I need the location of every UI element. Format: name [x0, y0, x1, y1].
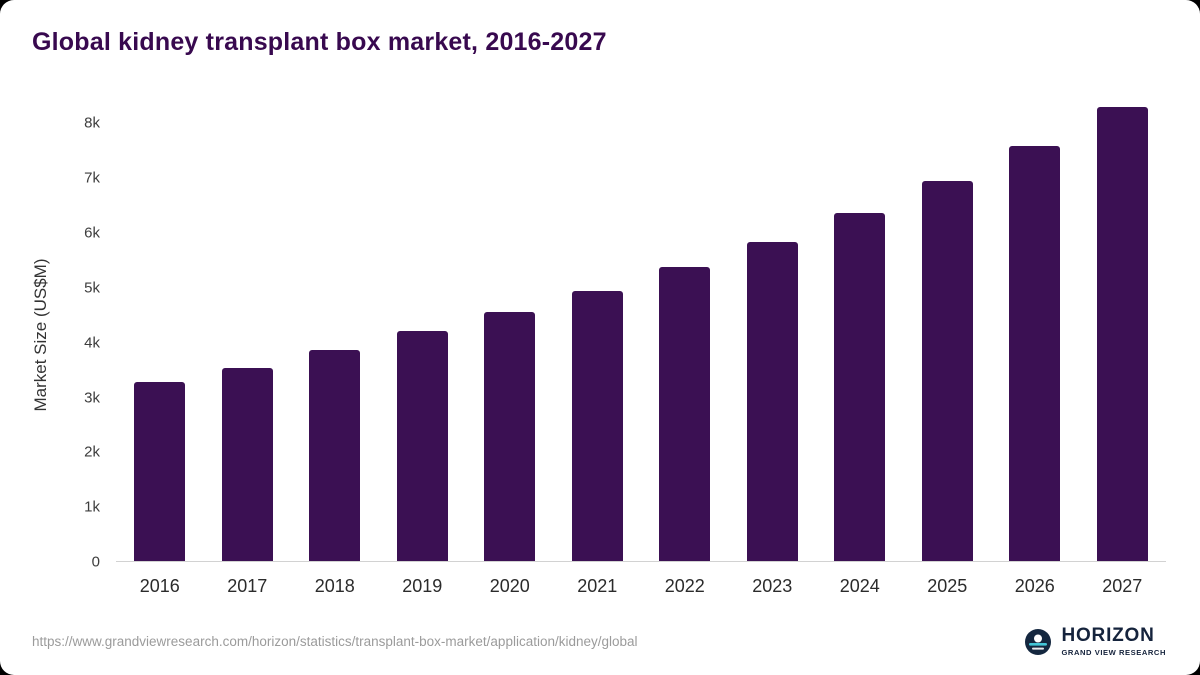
y-tick-2k: 2k: [84, 443, 100, 461]
brand-name: HORIZON: [1061, 625, 1155, 646]
bar-column-2027: [1079, 107, 1167, 561]
source-url: https://www.grandviewresearch.com/horizo…: [32, 634, 638, 649]
y-axis-ticks: 0 1k 2k 3k 4k 5k 6k 7k 8k: [58, 107, 116, 571]
y-tick-7k: 7k: [84, 169, 100, 187]
bar-2020: [484, 312, 536, 561]
bar-2026: [1009, 146, 1061, 561]
bar-column-2016: [116, 107, 204, 561]
bar-2019: [396, 331, 448, 561]
y-axis-label: Market Size (US$M): [31, 257, 50, 412]
plot-area: [116, 107, 1166, 562]
bar-2022: [659, 266, 711, 561]
x-axis-labels: 2016 2017 2018 2019 2020 2021 2022 2023 2024 2025…: [116, 562, 1166, 597]
bar-column-2026: [991, 107, 1079, 561]
x-tick-2021: 2021: [577, 576, 618, 596]
x-tick-2019: 2019: [402, 576, 443, 596]
x-tick-2023: 2023: [752, 576, 793, 596]
bar-2021: [571, 290, 623, 561]
brand-subtitle: GRAND VIEW RESEARCH: [1061, 648, 1166, 657]
bar-2024: [834, 213, 886, 561]
bar-2023: [746, 241, 798, 561]
bar-column-2024: [816, 107, 904, 561]
bar-column-2025: [904, 107, 992, 561]
x-tick-2024: 2024: [839, 576, 880, 596]
bar-column-2020: [466, 107, 554, 561]
page-title: Global kidney transplant box market, 201…: [32, 28, 607, 56]
footer: https://www.grandviewresearch.com/horizo…: [0, 626, 1200, 657]
y-tick-1k: 1k: [84, 498, 100, 516]
bar-2018: [309, 349, 361, 561]
y-tick-0: 0: [91, 553, 100, 571]
y-tick-3k: 3k: [84, 389, 100, 407]
x-tick-2020: 2020: [489, 576, 530, 596]
bar-column-2023: [729, 107, 817, 561]
bar-chart: Market Size (US$M) 0 1k 2k 3k 4k 5k 6k 7k 8k 201…: [24, 107, 1166, 597]
x-tick-2017: 2017: [227, 576, 268, 596]
y-tick-6k: 6k: [84, 224, 100, 242]
bar-column-2022: [641, 107, 729, 561]
bar-column-2019: [379, 107, 467, 561]
x-tick-2026: 2026: [1014, 576, 1055, 596]
y-axis-label-gutter: Market Size (US$M): [24, 107, 58, 562]
x-tick-2018: 2018: [314, 576, 355, 596]
bar-column-2021: [554, 107, 642, 561]
brand-text: HORIZON GRAND VIEW RESEARCH: [1061, 626, 1166, 657]
x-tick-2022: 2022: [664, 576, 705, 596]
x-tick-2027: 2027: [1102, 576, 1143, 596]
y-tick-5k: 5k: [84, 279, 100, 297]
brand-logo: HORIZON GRAND VIEW RESEARCH: [1024, 626, 1166, 657]
bar-column-2018: [291, 107, 379, 561]
bar-column-2017: [204, 107, 292, 561]
y-tick-8k: 8k: [84, 114, 100, 132]
bar-2027: [1096, 107, 1148, 561]
horizon-logo-icon: [1024, 628, 1052, 656]
bar-2017: [221, 367, 273, 561]
x-tick-2025: 2025: [927, 576, 968, 596]
bar-2016: [134, 382, 186, 561]
y-tick-4k: 4k: [84, 334, 100, 352]
bar-2025: [921, 181, 973, 561]
x-tick-2016: 2016: [139, 576, 180, 596]
